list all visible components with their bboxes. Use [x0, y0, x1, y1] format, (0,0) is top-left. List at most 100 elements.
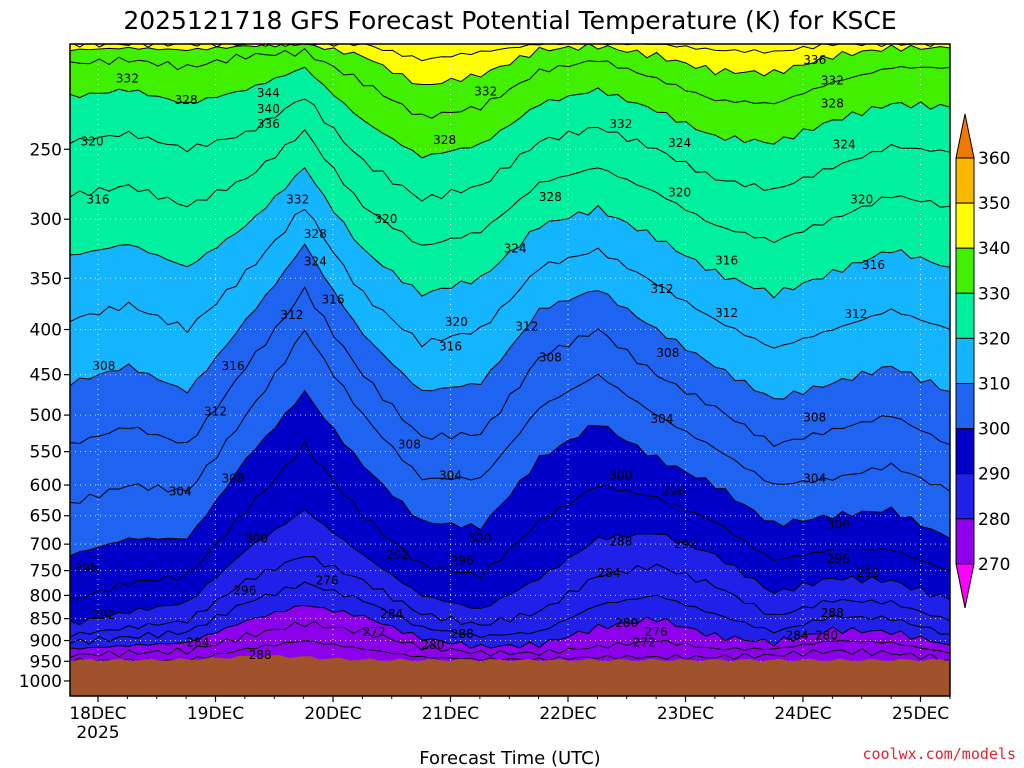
x-axis-label: Forecast Time (UTC) — [419, 748, 600, 768]
contour-336 — [70, 48, 950, 119]
contour-label: 308 — [92, 359, 115, 373]
contour-284 — [70, 581, 950, 645]
y-tick-label: 650 — [30, 507, 62, 527]
contour-292 — [70, 508, 950, 625]
colorbar-segment — [955, 518, 975, 565]
x-tick-label: 24DEC — [774, 704, 831, 724]
contour-label: 328 — [175, 93, 198, 107]
contour-label: 320 — [81, 135, 104, 149]
contour-label: 328 — [539, 190, 562, 204]
y-tick-label: 550 — [30, 443, 62, 463]
y-tick-label: 800 — [30, 586, 62, 606]
contour-label: 312 — [651, 282, 674, 296]
x-tick-label: 25DEC — [892, 704, 949, 724]
band-344 — [70, 44, 950, 61]
colorbar-segment — [955, 428, 975, 475]
contour-276 — [70, 620, 950, 659]
contour-label: 324 — [668, 136, 691, 150]
contour-label: 292 — [674, 537, 697, 551]
y-tick-label: 900 — [30, 632, 62, 652]
x-axis: 18DEC 19DEC 20DEC 21DEC 22DEC 23DEC 24DEC 25DEC… — [69, 696, 951, 743]
y-tick-label: 700 — [30, 535, 62, 555]
x-tick-label: 18DEC — [69, 704, 126, 724]
colorbar-label: 350 — [978, 194, 1010, 214]
contour-312 — [70, 243, 950, 400]
contour-label: 284 — [380, 607, 403, 621]
chart-title: 2025121718 GFS Forecast Potential Temper… — [123, 6, 896, 35]
contour-label: 312 — [715, 306, 738, 320]
contour-label: 280 — [815, 628, 838, 642]
colorbar-segment — [955, 247, 975, 294]
colorbar-label: 270 — [978, 555, 1010, 575]
x-tick-label: 21DEC — [422, 704, 479, 724]
colorbar-label: 340 — [978, 239, 1010, 259]
contour-label: 320 — [374, 212, 397, 226]
x-tick-label: 20DEC — [304, 704, 361, 724]
colorbar-label: 360 — [978, 149, 1010, 169]
y-tick-label: 500 — [30, 406, 62, 426]
contour-label: 288 — [609, 534, 632, 548]
contour-label: 292 — [386, 548, 409, 562]
y-tick-label: 350 — [30, 269, 62, 289]
colorbar-segment — [955, 157, 975, 204]
contour-label: 276 — [316, 574, 339, 588]
contour-label: 288 — [821, 606, 844, 620]
contour-label: 296 — [451, 553, 474, 567]
contour-label: 280 — [421, 638, 444, 652]
colorbar-top-triangle — [955, 113, 975, 159]
contour-label: 340 — [257, 102, 280, 116]
contour-label: 328 — [304, 227, 327, 241]
contour-label: 304 — [439, 468, 462, 482]
contour-label: 308 — [398, 438, 421, 452]
contour-label: 316 — [222, 359, 245, 373]
contour-344 — [72, 44, 950, 62]
colorbar-label: 300 — [978, 420, 1010, 440]
colorbar-segment — [955, 202, 975, 249]
contour-labels: 296 292 284 288 296 300 276 272 284 280 288 292 296 3… — [75, 53, 885, 662]
contour-label: 284 — [186, 636, 209, 650]
contour-328 — [70, 98, 950, 202]
contour-label: 288 — [249, 648, 272, 662]
contour-label: 316 — [439, 339, 462, 353]
contour-label: 296 — [233, 584, 256, 598]
colorbar-segment — [955, 337, 975, 384]
x-year-label: 2025 — [76, 723, 119, 743]
contour-label: 316 — [715, 253, 738, 267]
colorbar-bottom-triangle — [955, 563, 975, 609]
contour-label: 316 — [87, 193, 110, 207]
colorbar-label: 320 — [978, 329, 1010, 349]
contour-332 — [70, 66, 950, 159]
ground-fill — [70, 655, 950, 696]
credit-link[interactable]: coolwx.com/models — [862, 745, 1016, 763]
contour-label: 304 — [651, 412, 674, 426]
contour-label: 296 — [75, 561, 98, 575]
contour-label: 336 — [803, 53, 826, 67]
contour-296 — [70, 440, 950, 599]
contour-label: 332 — [821, 74, 844, 88]
y-tick-label: 300 — [30, 210, 62, 230]
contour-label: 324 — [833, 138, 856, 152]
y-tick-label: 450 — [30, 366, 62, 386]
x-tick-label: 23DEC — [657, 704, 714, 724]
y-tick-label: 250 — [30, 140, 62, 160]
contour-label: 300 — [827, 517, 850, 531]
contour-label: 272 — [633, 636, 656, 650]
gridlines — [70, 44, 950, 696]
contour-320 — [70, 166, 950, 299]
contour-label: 316 — [862, 258, 885, 272]
contour-308 — [70, 286, 950, 448]
contour-label: 304 — [169, 484, 192, 498]
contour-label: 328 — [433, 133, 456, 147]
contour-label: 344 — [257, 86, 280, 100]
contour-324 — [70, 129, 950, 246]
colorbar-label: 280 — [978, 510, 1010, 530]
plot-frame — [69, 43, 951, 697]
contour-label: 332 — [474, 84, 497, 98]
contour-label: 320 — [668, 186, 691, 200]
contour-label: 312 — [515, 320, 538, 334]
colorbar-segment — [955, 383, 975, 430]
contour-288 — [70, 556, 950, 638]
contour-label: 272 — [363, 625, 386, 639]
x-tick-label: 19DEC — [187, 704, 244, 724]
